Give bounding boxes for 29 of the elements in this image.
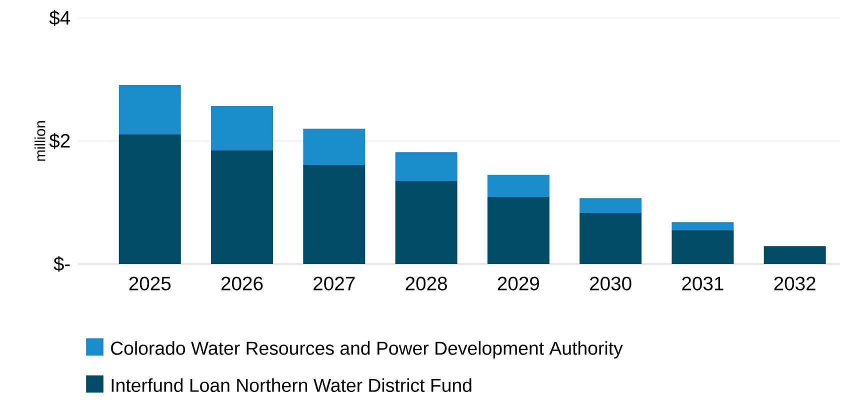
x-tick-label: 2026	[222, 276, 263, 290]
x-tick-label: 2027	[314, 276, 355, 290]
legend-label: Interfund Loan Northern Water District Fund	[112, 378, 472, 392]
bar	[303, 128, 366, 165]
legend-label: Colorado Water Resources and Power Development Authority	[111, 341, 623, 359]
y-tick-label: $2	[49, 133, 70, 149]
x-tick-label: 2032	[774, 276, 816, 290]
bar	[580, 212, 642, 264]
x-tick-label: 2025	[129, 276, 171, 290]
bar	[211, 150, 274, 264]
bar	[764, 246, 826, 264]
y-tick-label: $4	[49, 10, 70, 26]
bar	[580, 198, 642, 213]
bar	[395, 152, 458, 181]
bar	[487, 174, 550, 197]
bar	[118, 134, 181, 264]
bar	[303, 164, 366, 264]
y-axis-title: million	[34, 121, 46, 161]
x-tick-label: 2031	[682, 276, 724, 290]
bar	[487, 196, 550, 264]
bar	[672, 230, 734, 264]
x-tick-label: 2030	[590, 276, 632, 290]
bar	[395, 180, 458, 264]
bar	[211, 106, 274, 150]
x-tick-label: 2029	[498, 276, 540, 290]
y-tick-label: $-	[54, 256, 70, 272]
bar	[118, 85, 181, 134]
bar	[672, 222, 734, 230]
x-tick-label: 2028	[406, 276, 447, 290]
